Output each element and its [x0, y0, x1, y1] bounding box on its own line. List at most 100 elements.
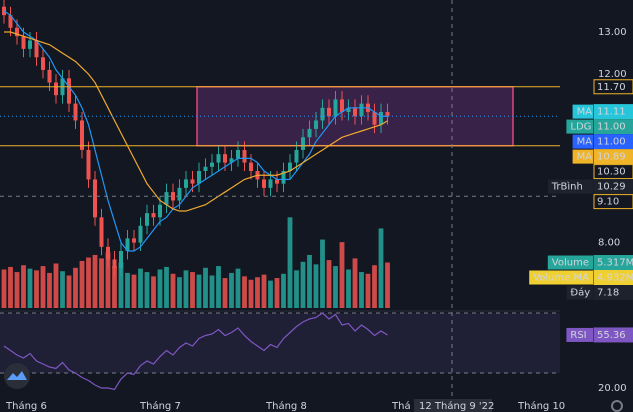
badge-name-box	[572, 149, 593, 164]
badge-name: RSI	[570, 330, 586, 341]
volume-bar	[86, 257, 91, 308]
badge-name-box	[547, 179, 593, 194]
candle-body	[372, 112, 377, 125]
volume-bar	[14, 272, 20, 308]
logo	[4, 363, 30, 389]
rsi-line	[3, 312, 388, 391]
candle-body	[41, 57, 45, 70]
badge-value: 9.10	[597, 197, 619, 208]
candle-body	[359, 103, 364, 117]
volume-bar	[8, 266, 13, 308]
candle-body	[197, 171, 201, 184]
volume-bar	[73, 267, 78, 308]
candle-body	[327, 107, 331, 117]
y-tick-label: 12.00	[598, 69, 627, 80]
badge-name-box	[547, 255, 593, 270]
candle-body	[132, 238, 136, 243]
badge-name: LDG	[570, 122, 591, 133]
badge: 9.10	[593, 194, 633, 210]
volume-bar	[326, 260, 332, 308]
candle-body	[15, 27, 19, 37]
volume-bar	[281, 273, 286, 308]
volume-bar	[40, 266, 46, 308]
badge-name: TrBình	[551, 181, 583, 193]
volume-bar	[190, 272, 195, 308]
volume-bar	[1, 269, 7, 308]
badge-value-box	[593, 179, 633, 195]
candle-body	[301, 137, 305, 150]
candle-body	[307, 128, 312, 138]
volume-bar	[164, 266, 169, 308]
candle-body	[67, 78, 71, 104]
badge: 10.29 TrBình	[547, 179, 633, 195]
candle-body	[223, 154, 227, 163]
badge-value: 55.36	[597, 330, 626, 341]
badge-name-box	[566, 119, 593, 134]
volume-bar	[177, 277, 182, 308]
badge-value-box	[593, 104, 633, 120]
volume-bar	[196, 274, 202, 308]
y-tick-label: 8.00	[598, 238, 620, 249]
volume-bar	[203, 267, 208, 308]
volume-bar	[60, 271, 65, 308]
volume-bar	[248, 279, 254, 308]
badge-name-box	[566, 327, 593, 342]
volume-bar	[53, 263, 59, 308]
candle-body	[346, 107, 351, 113]
badge-value: 10.89	[597, 152, 626, 163]
ma-line	[3, 10, 388, 252]
badge-value-box	[593, 79, 633, 95]
volume-bar	[79, 260, 85, 308]
volume-bar	[229, 272, 234, 308]
volume-bar	[170, 273, 176, 308]
x-tick-label: Thá	[391, 400, 411, 412]
candle-body	[353, 107, 357, 117]
badge: 10.89 MA	[572, 149, 633, 165]
badge-name-box	[566, 285, 593, 300]
badge-name-box	[572, 104, 593, 119]
candle-body	[340, 99, 344, 113]
candle-body	[164, 192, 169, 205]
volume-bar	[300, 261, 306, 308]
candle-body	[333, 99, 338, 117]
volume-bar	[183, 270, 189, 308]
x-tick-label: Tháng 10	[517, 400, 565, 412]
candle-body	[281, 171, 286, 184]
x-tick-label: Tháng 6	[5, 400, 47, 412]
candle-body	[242, 149, 247, 163]
candle-body	[385, 112, 390, 117]
candle-body	[314, 120, 318, 129]
badge-value-box	[593, 119, 633, 135]
badge-value-box	[593, 255, 633, 271]
candle-body	[190, 179, 195, 184]
badge-name: MA	[577, 137, 593, 148]
volume-bar	[216, 266, 221, 308]
volume-bar	[21, 265, 26, 308]
candle-body	[112, 259, 117, 268]
volume-bar	[333, 266, 338, 308]
badge-value: 4.932M	[597, 273, 633, 284]
badge: 10.30	[593, 164, 633, 180]
badge-value-box	[593, 134, 633, 150]
badge-value-box	[593, 164, 633, 180]
volume-bar	[339, 242, 345, 308]
ma-line	[4, 31, 388, 212]
candle-body	[28, 40, 32, 49]
volume-bar	[294, 270, 299, 308]
badge-value: 11.11	[597, 107, 626, 118]
x-tick-label: Tháng 7	[139, 400, 181, 412]
candle-body	[294, 149, 299, 163]
volume-bar	[105, 252, 111, 308]
volume-bar	[235, 268, 241, 308]
candle-body	[229, 158, 234, 163]
volume-bar	[222, 278, 228, 308]
settings[interactable]	[611, 400, 623, 412]
candle-body	[320, 107, 325, 121]
volume-bar	[118, 262, 124, 308]
volume-bar	[242, 276, 247, 308]
badge-name-box	[572, 134, 593, 149]
badge-value: 5.317M	[597, 258, 633, 269]
candle-body	[236, 149, 240, 159]
candle-body	[151, 213, 156, 218]
